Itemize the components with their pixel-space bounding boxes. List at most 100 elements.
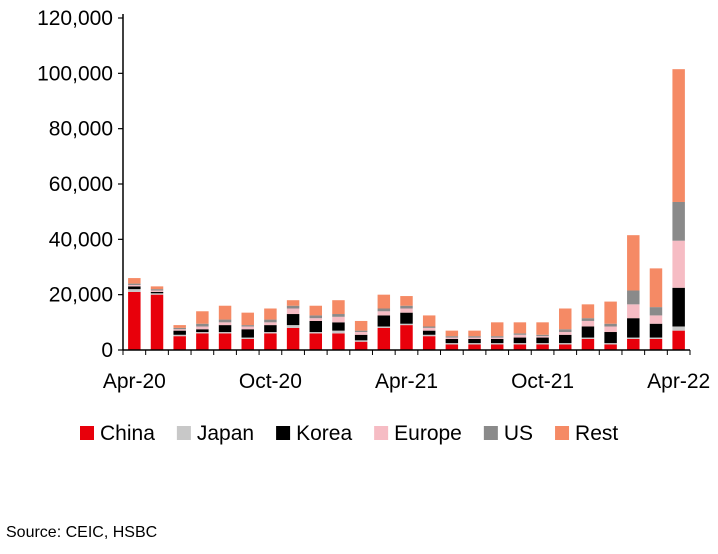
bar-segment-rest-mar-21 [377,294,391,309]
bar-segment-rest-aug-20 [218,305,232,320]
bar-segment-korea-jun-21 [445,338,459,344]
bar-segment-us-feb-21 [354,330,368,333]
bar-segment-us-aug-21 [490,336,504,338]
bar-segment-europe-jul-21 [468,337,481,339]
bar-segment-china-feb-22 [627,338,640,350]
bar-segment-europe-jun-20 [173,329,186,331]
bar-segment-us-apr-21 [400,305,413,309]
bar-segment-europe-feb-21 [354,332,368,335]
bar-segment-japan-feb-22 [627,337,640,339]
bar-segment-rest-nov-21 [559,308,572,330]
bar-segment-us-aug-20 [218,319,232,323]
bar-segment-us-jan-21 [332,314,345,317]
bar-segment-korea-jun-20 [173,330,186,335]
bar-segment-japan-apr-20 [128,289,141,292]
bar-segment-korea-mar-22 [649,323,663,338]
bar-segment-korea-jan-22 [604,332,617,344]
bar-segment-europe-jan-21 [332,316,345,323]
bar-segment-china-jul-21 [468,344,481,350]
bar-segment-japan-aug-20 [218,332,232,334]
y-tick-label: 0 [101,339,113,362]
bar-segment-europe-oct-21 [536,336,549,338]
bar-segment-rest-oct-20 [264,308,277,320]
bar-segment-china-feb-21 [354,341,368,350]
bar-segment-china-dec-21 [581,338,595,350]
bar-segment-europe-dec-20 [309,318,323,321]
legend-swatch-korea [276,426,291,440]
bar-segment-rest-may-20 [150,286,164,290]
bar-segment-korea-may-20 [150,291,164,294]
bar-segment-europe-aug-21 [490,337,504,339]
bar-segment-europe-sep-21 [513,334,527,338]
bar-segment-us-jun-21 [445,336,459,338]
bar-segment-korea-apr-22 [672,287,685,327]
bar-segment-japan-jun-21 [445,343,459,345]
legend-label-europe: Europe [394,422,462,445]
y-tick-label: 20,000 [49,284,113,307]
bar-segment-europe-aug-20 [218,322,232,326]
bar-segment-us-sep-21 [513,333,527,335]
bar-segment-rest-aug-21 [490,322,504,337]
bar-segment-japan-apr-22 [672,326,685,331]
bar-segment-china-nov-20 [286,327,300,350]
legend-label-us: US [504,422,533,445]
bar-segment-korea-oct-21 [536,337,549,344]
bar-segment-china-jan-22 [604,344,617,350]
bar-segment-japan-dec-21 [581,337,595,339]
bar-segment-europe-may-21 [422,327,436,331]
bar-segment-china-mar-22 [649,338,663,350]
bar-segment-china-sep-20 [241,338,254,350]
bar-segment-rest-mar-22 [649,268,663,308]
y-tick-label: 120,000 [37,7,113,30]
bar-segment-europe-apr-22 [672,240,685,288]
bar-segment-europe-oct-20 [264,322,277,326]
bar-segment-china-apr-22 [672,330,685,350]
bar-segment-rest-jul-21 [468,330,481,337]
bar-segment-rest-jun-21 [445,330,459,337]
x-tick-label: Oct-21 [511,370,574,393]
bar-segment-china-nov-21 [559,344,572,350]
x-tick-label: Apr-20 [103,370,166,393]
bar-segment-rest-feb-22 [627,235,640,291]
bar-segment-japan-aug-21 [490,343,504,345]
bar-segment-rest-sep-20 [241,312,254,326]
legend-label-rest: Rest [575,422,618,445]
legend-swatch-japan [176,426,191,440]
stacked-bar-chart: 0 20,000 40,000 60,000 80,000 100,000 120,000 A… [37,7,710,445]
bar-segment-korea-sep-20 [241,329,254,338]
bar-segment-rest-dec-20 [309,305,323,316]
bar-segment-europe-feb-22 [627,304,640,319]
bar-segment-rest-sep-21 [513,322,527,334]
bar-segment-europe-nov-20 [286,308,300,315]
y-tick-label: 60,000 [49,173,113,196]
legend: China Japan Korea Europe US Rest [80,422,618,445]
bar-segment-china-dec-20 [309,333,323,350]
bar-segment-china-jan-21 [332,333,345,350]
bar-segment-japan-jan-22 [604,343,617,345]
bar-segment-korea-feb-21 [354,334,368,341]
bar-segment-japan-mar-22 [649,337,663,339]
bar-segment-china-oct-21 [536,344,549,350]
bar-segment-japan-jan-21 [332,330,345,334]
bar-segment-korea-may-21 [422,330,436,335]
bar-segment-japan-may-21 [422,334,436,337]
bar-segment-korea-dec-21 [581,326,595,338]
bar-segment-europe-jan-22 [604,326,617,333]
bar-segment-rest-jan-22 [604,301,617,324]
bar-segment-us-oct-20 [264,319,277,323]
bar-segment-china-jun-21 [445,344,459,350]
bar-segment-us-apr-22 [672,201,685,241]
bar-segment-rest-jul-20 [196,311,209,324]
bar-segment-china-jun-20 [173,336,186,350]
legend-label-japan: Japan [197,422,254,445]
bar-segment-japan-sep-20 [241,337,254,339]
bar-segment-europe-apr-20 [128,284,141,287]
bar-segment-china-may-20 [150,294,164,350]
bar-segment-china-aug-21 [490,344,504,350]
legend-swatch-us [483,426,498,440]
bar-segment-us-feb-22 [627,290,640,305]
bar-segment-korea-nov-21 [559,334,572,344]
bar-segment-europe-mar-22 [649,315,663,324]
bar-segment-rest-oct-21 [536,322,549,335]
bar-segment-korea-oct-20 [264,325,277,333]
